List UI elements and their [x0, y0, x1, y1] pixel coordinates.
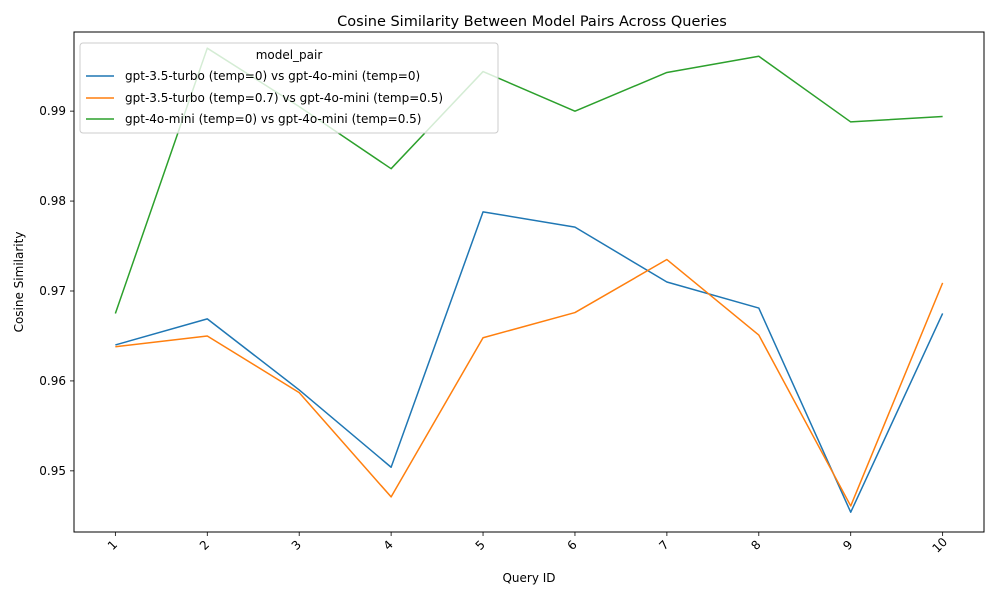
y-axis-label: Cosine Similarity: [12, 232, 26, 333]
y-tick-label: 0.97: [39, 284, 66, 298]
legend: model_pair gpt-3.5-turbo (temp=0) vs gpt…: [79, 42, 499, 134]
legend-label-series-1: gpt-3.5-turbo (temp=0) vs gpt-4o-mini (t…: [125, 69, 420, 83]
legend-box: [79, 42, 499, 134]
x-axis-label: Query ID: [502, 571, 555, 585]
legend-label-series-2: gpt-3.5-turbo (temp=0.7) vs gpt-4o-mini …: [125, 91, 443, 105]
series-line-1: [115, 211, 944, 513]
y-tick-label: 0.99: [39, 104, 66, 118]
y-tick-label: 0.98: [39, 194, 66, 208]
plot-frame: [73, 31, 985, 533]
y-tick-label: 0.95: [39, 464, 66, 478]
y-tick-label: 0.96: [39, 374, 66, 388]
legend-label-series-3: gpt-4o-mini (temp=0) vs gpt-4o-mini (tem…: [125, 112, 421, 126]
chart-title: Cosine Similarity Between Model Pairs Ac…: [337, 14, 727, 30]
series-line-2: [115, 258, 944, 507]
y-axis: 0.95 0.96 0.97 0.98 0.99: [39, 104, 74, 478]
legend-title: model_pair: [256, 48, 323, 62]
